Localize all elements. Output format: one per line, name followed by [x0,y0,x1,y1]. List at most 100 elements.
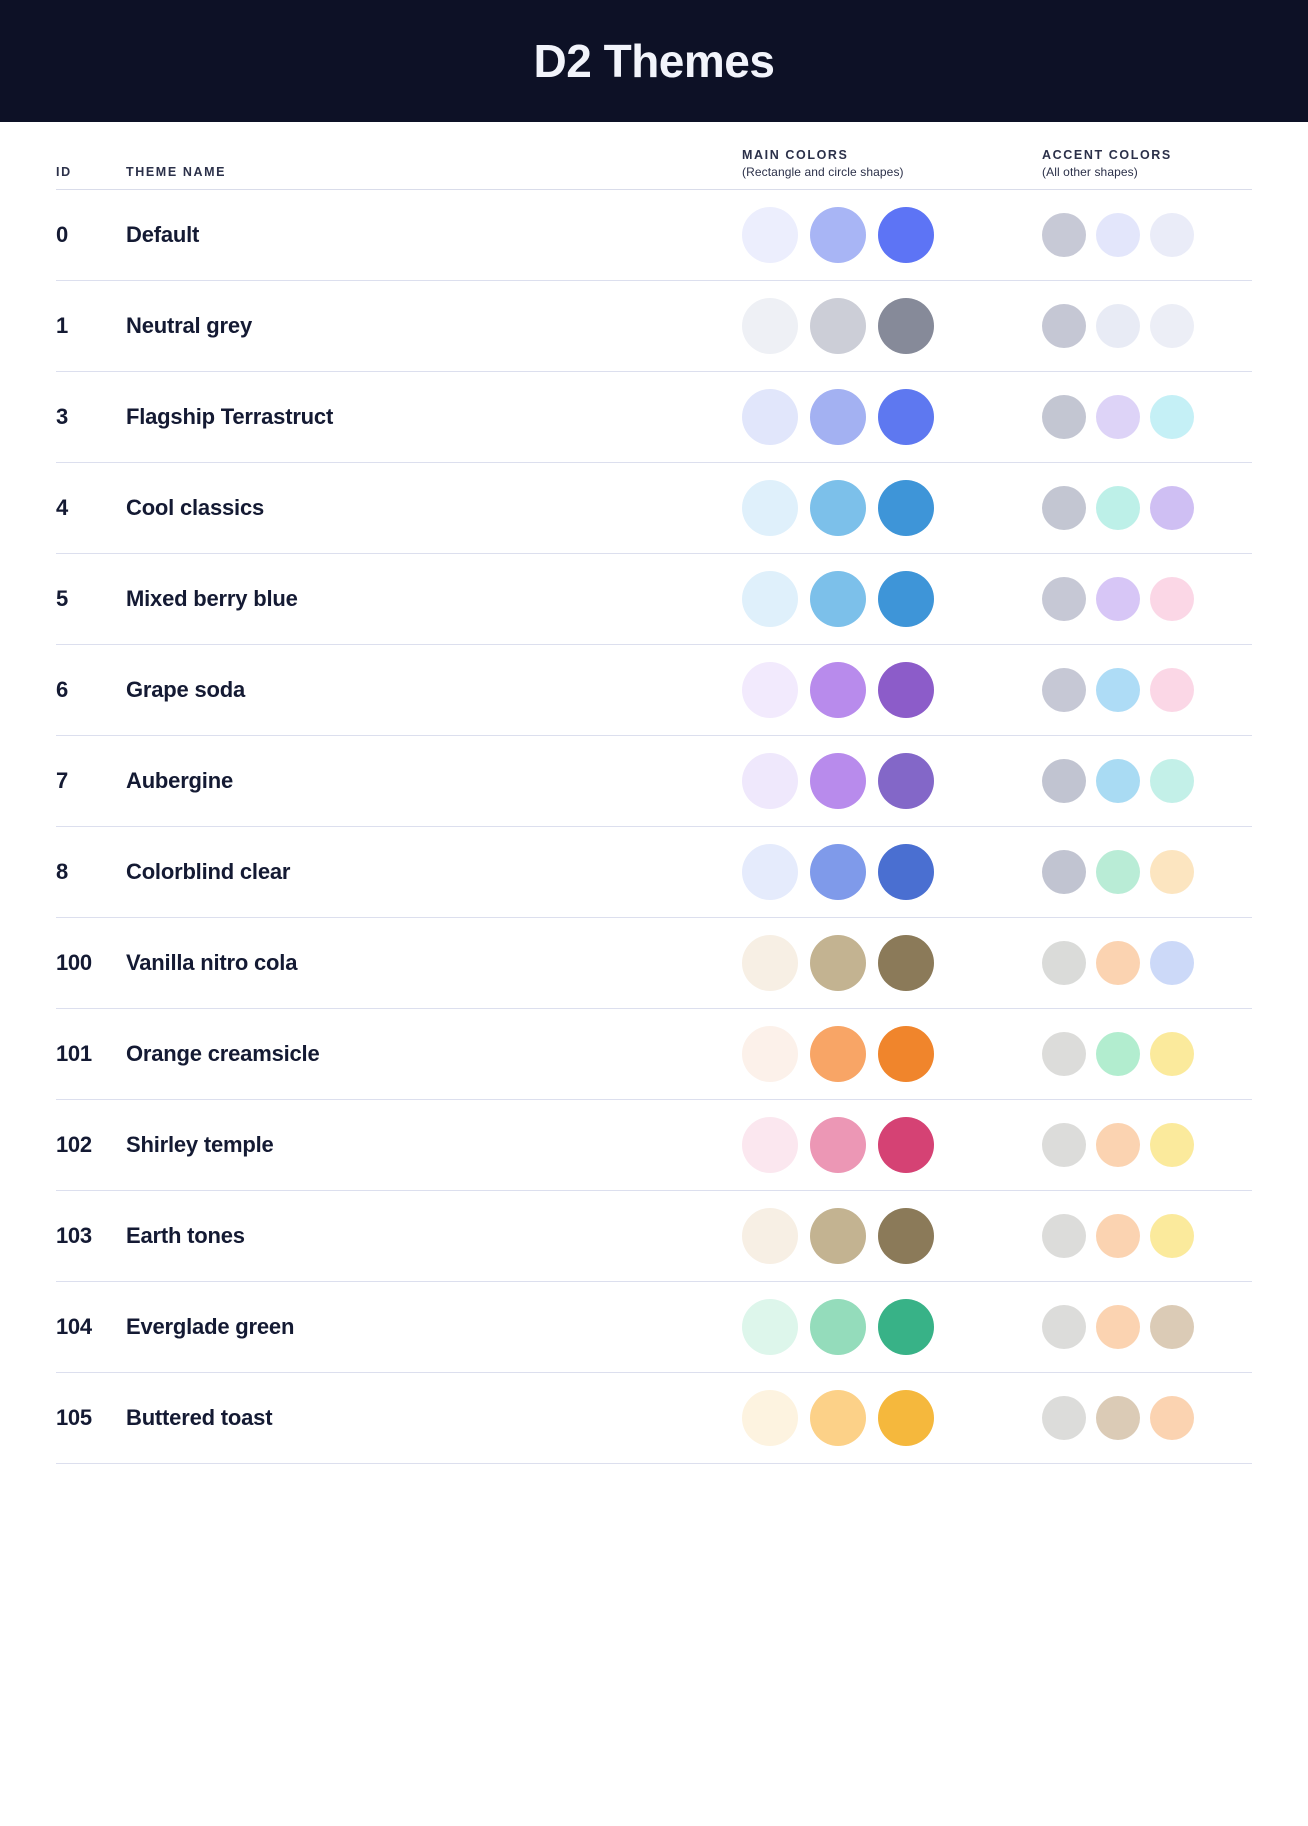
main-color-swatch-2 [810,1117,866,1173]
theme-name: Cool classics [126,495,265,520]
theme-name: Flagship Terrastruct [126,404,334,429]
main-color-swatch-2 [810,298,866,354]
theme-name: Mixed berry blue [126,586,298,611]
accent-color-swatches [1042,668,1252,712]
table-row[interactable]: 100 Vanilla nitro cola [56,918,1252,1009]
main-color-swatch-1 [742,753,798,809]
accent-color-swatch-2 [1096,1123,1140,1167]
table-row[interactable]: 4 Cool classics [56,463,1252,554]
theme-name: Shirley temple [126,1132,274,1157]
theme-name: Everglade green [126,1314,295,1339]
table-row[interactable]: 3 Flagship Terrastruct [56,372,1252,463]
accent-color-swatch-1 [1042,759,1086,803]
main-color-swatch-2 [810,935,866,991]
main-color-swatch-1 [742,935,798,991]
main-color-swatch-2 [810,207,866,263]
main-color-swatch-1 [742,1208,798,1264]
table-row[interactable]: 101 Orange creamsicle [56,1009,1252,1100]
main-color-swatches [742,389,1042,445]
main-color-swatch-3 [878,571,934,627]
accent-color-swatch-1 [1042,304,1086,348]
accent-color-swatch-2 [1096,304,1140,348]
accent-color-swatch-2 [1096,1032,1140,1076]
accent-color-swatch-2 [1096,1214,1140,1258]
table-row[interactable]: 103 Earth tones [56,1191,1252,1282]
main-color-swatch-1 [742,480,798,536]
accent-color-swatches [1042,577,1252,621]
theme-id: 102 [56,1132,92,1157]
accent-color-swatch-3 [1150,1305,1194,1349]
main-color-swatches [742,1208,1042,1264]
main-color-swatches [742,844,1042,900]
main-color-swatches [742,935,1042,991]
accent-color-swatches [1042,304,1252,348]
main-colors-subtitle: (Rectangle and circle shapes) [742,165,904,180]
main-color-swatches [742,1299,1042,1355]
accent-color-swatch-3 [1150,1032,1194,1076]
accent-color-swatch-2 [1096,486,1140,530]
main-color-swatches [742,753,1042,809]
accent-color-swatches [1042,395,1252,439]
column-header-main-colors: MAIN COLORS (Rectangle and circle shapes… [742,148,1042,181]
table-row[interactable]: 105 Buttered toast [56,1373,1252,1464]
theme-name: Default [126,222,200,247]
table-row[interactable]: 1 Neutral grey [56,281,1252,372]
theme-name: Grape soda [126,677,246,702]
accent-color-swatch-2 [1096,941,1140,985]
accent-color-swatch-1 [1042,1214,1086,1258]
main-color-swatch-3 [878,298,934,354]
main-color-swatch-2 [810,753,866,809]
main-color-swatch-3 [878,1299,934,1355]
theme-id: 1 [56,313,68,338]
themes-table: ID THEME NAME MAIN COLORS (Rectangle and… [0,122,1308,1464]
main-color-swatch-2 [810,1026,866,1082]
main-color-swatch-2 [810,1299,866,1355]
accent-color-swatch-1 [1042,668,1086,712]
main-color-swatch-2 [810,844,866,900]
theme-id: 3 [56,404,68,429]
accent-color-swatch-2 [1096,577,1140,621]
accent-color-swatch-2 [1096,1305,1140,1349]
theme-id: 100 [56,950,92,975]
accent-color-swatch-3 [1150,304,1194,348]
main-color-swatch-3 [878,389,934,445]
accent-color-swatch-1 [1042,850,1086,894]
accent-color-swatch-2 [1096,759,1140,803]
main-color-swatch-1 [742,1390,798,1446]
theme-name: Vanilla nitro cola [126,950,298,975]
accent-color-swatch-3 [1150,850,1194,894]
table-row[interactable]: 5 Mixed berry blue [56,554,1252,645]
accent-color-swatch-1 [1042,1032,1086,1076]
accent-color-swatch-3 [1150,486,1194,530]
main-color-swatch-1 [742,571,798,627]
main-color-swatches [742,662,1042,718]
table-row[interactable]: 0 Default [56,190,1252,281]
accent-color-swatch-3 [1150,395,1194,439]
main-color-swatch-1 [742,844,798,900]
table-row[interactable]: 8 Colorblind clear [56,827,1252,918]
theme-id: 0 [56,222,68,247]
main-color-swatch-1 [742,1117,798,1173]
main-color-swatches [742,298,1042,354]
accent-color-swatches [1042,850,1252,894]
table-row[interactable]: 7 Aubergine [56,736,1252,827]
accent-color-swatch-1 [1042,1305,1086,1349]
accent-color-swatch-2 [1096,1396,1140,1440]
main-color-swatch-2 [810,1208,866,1264]
table-row[interactable]: 102 Shirley temple [56,1100,1252,1191]
accent-color-swatch-2 [1096,850,1140,894]
main-color-swatch-2 [810,1390,866,1446]
theme-id: 8 [56,859,68,884]
main-color-swatch-3 [878,207,934,263]
theme-id: 5 [56,586,68,611]
theme-id: 7 [56,768,68,793]
accent-color-swatch-1 [1042,213,1086,257]
accent-color-swatch-3 [1150,1396,1194,1440]
accent-color-swatch-3 [1150,1214,1194,1258]
main-color-swatch-1 [742,662,798,718]
column-header-id: ID [56,165,72,180]
table-row[interactable]: 6 Grape soda [56,645,1252,736]
table-row[interactable]: 104 Everglade green [56,1282,1252,1373]
accent-color-swatch-3 [1150,941,1194,985]
main-color-swatch-1 [742,389,798,445]
